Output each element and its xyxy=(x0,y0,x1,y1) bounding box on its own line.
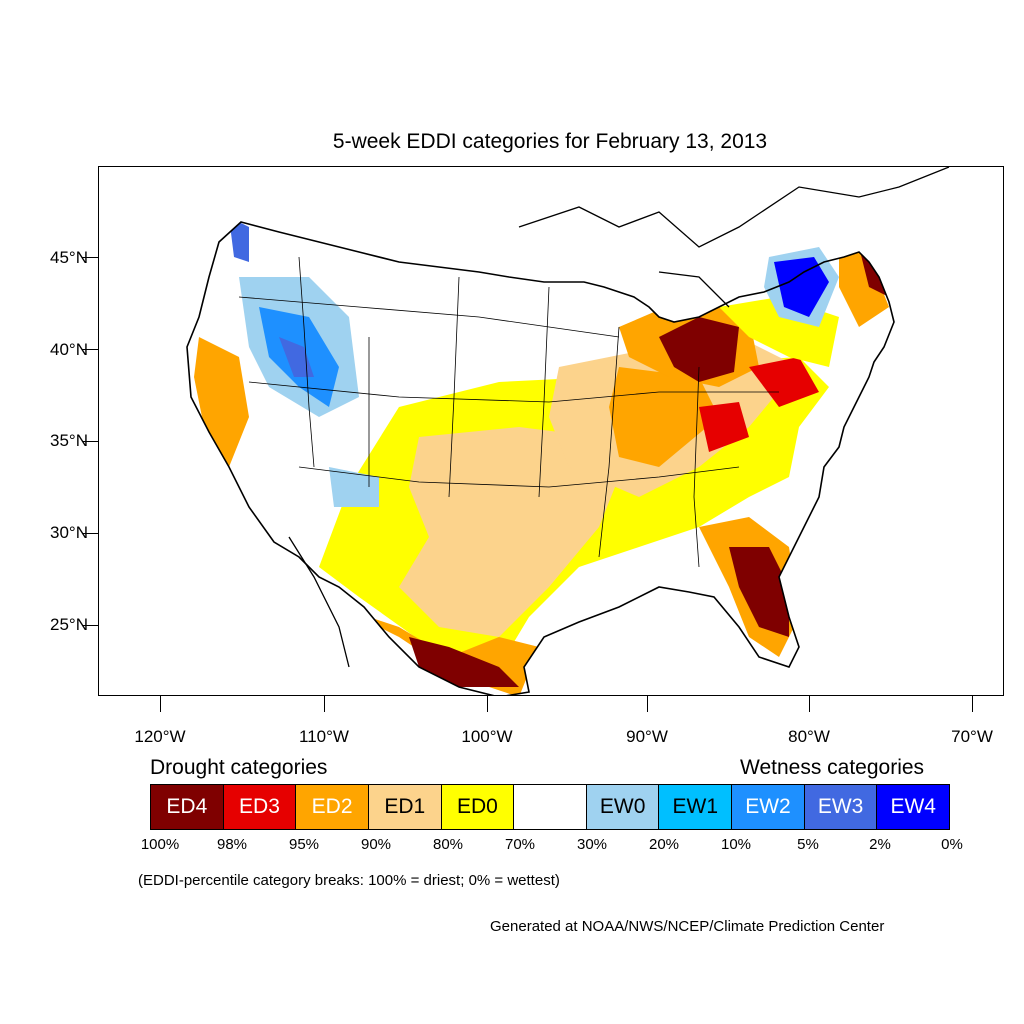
legend-cell: ED3 xyxy=(223,785,297,829)
lat-label-30: 30°N xyxy=(50,523,88,542)
lon-tick xyxy=(487,696,488,712)
legend-break-label: 100% xyxy=(140,836,180,853)
lon-label-110: 110°W xyxy=(299,727,349,746)
category-note: (EDDI-percentile category breaks: 100% =… xyxy=(138,872,560,889)
legend-cell: EW2 xyxy=(732,785,805,829)
map-panel xyxy=(98,166,1004,696)
lon-tick xyxy=(972,696,973,712)
legend-break-label: 10% xyxy=(720,836,752,853)
conus-eddi-map xyxy=(186,167,950,695)
lat-tick xyxy=(82,625,98,626)
lon-label-100: 100°W xyxy=(461,727,513,746)
lat-label-35: 35°N xyxy=(50,431,88,450)
legend-cell: EW4 xyxy=(877,785,950,829)
drought-heading: Drought categories xyxy=(150,756,328,779)
legend-cell: EW3 xyxy=(804,785,878,829)
legend-cell: ED1 xyxy=(368,785,442,829)
lon-tick xyxy=(809,696,810,712)
lon-tick xyxy=(160,696,161,712)
legend-break-label: 30% xyxy=(576,836,608,853)
legend-cell: ED0 xyxy=(441,785,515,829)
legend-break-label: 20% xyxy=(648,836,680,853)
lat-tick xyxy=(82,533,98,534)
legend-cell: ED4 xyxy=(151,785,224,829)
legend-break-label: 95% xyxy=(288,836,320,853)
wetness-heading: Wetness categories xyxy=(740,756,925,779)
legend-colorbar: ED4 ED3 ED2 ED1 ED0 EW0 EW1 EW2 EW3 EW4 xyxy=(150,784,950,830)
legend-break-label: 0% xyxy=(941,836,963,853)
lon-label-80: 80°W xyxy=(788,727,830,746)
legend-break-label: 90% xyxy=(360,836,392,853)
lon-tick xyxy=(647,696,648,712)
legend-break-label: 98% xyxy=(216,836,248,853)
legend-break-label: 2% xyxy=(869,836,891,853)
lat-tick xyxy=(82,349,98,350)
lon-tick xyxy=(324,696,325,712)
lon-label-90: 90°W xyxy=(626,727,668,746)
legend-cell: EW1 xyxy=(659,785,733,829)
lat-tick xyxy=(82,257,98,258)
lat-label-40: 40°N xyxy=(50,340,88,359)
legend-cell xyxy=(514,785,587,829)
credit-line: Generated at NOAA/NWS/NCEP/Climate Predi… xyxy=(490,918,885,935)
legend-break-label: 5% xyxy=(797,836,819,853)
map-title: 5-week EDDI categories for February 13, … xyxy=(332,130,768,153)
legend-break-label: 80% xyxy=(432,836,464,853)
lon-label-70: 70°W xyxy=(951,727,993,746)
legend-cell: EW0 xyxy=(586,785,660,829)
lon-label-120: 120°W xyxy=(134,727,186,746)
lat-label-45: 45°N xyxy=(50,248,88,267)
lat-tick xyxy=(82,441,98,442)
lat-label-25: 25°N xyxy=(50,615,88,634)
legend-cell: ED2 xyxy=(296,785,369,829)
legend-break-label: 70% xyxy=(504,836,536,853)
